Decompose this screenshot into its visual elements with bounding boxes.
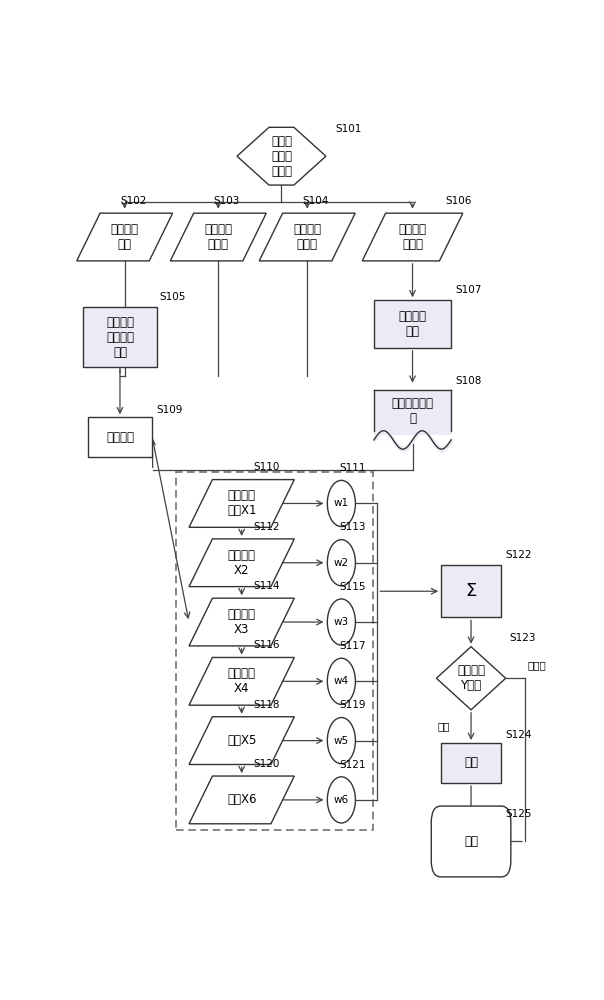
Text: w2: w2 bbox=[334, 558, 349, 568]
Text: S110: S110 bbox=[254, 462, 280, 472]
Polygon shape bbox=[189, 657, 294, 705]
Text: 大气场强
X3: 大气场强 X3 bbox=[228, 608, 255, 636]
Text: w4: w4 bbox=[334, 676, 349, 686]
Bar bbox=[88, 417, 152, 457]
Text: S102: S102 bbox=[120, 196, 146, 206]
Bar bbox=[83, 307, 157, 367]
Text: 降水X6: 降水X6 bbox=[227, 793, 257, 806]
Circle shape bbox=[327, 480, 355, 527]
Bar bbox=[441, 565, 501, 617]
Bar bbox=[374, 300, 451, 348]
Text: S118: S118 bbox=[254, 700, 280, 710]
Text: S115: S115 bbox=[339, 582, 365, 592]
Text: 雷达实况
基数据: 雷达实况 基数据 bbox=[399, 223, 426, 251]
Text: 不预警: 不预警 bbox=[527, 661, 546, 671]
Polygon shape bbox=[170, 213, 266, 261]
Text: 区域数据格点
化: 区域数据格点 化 bbox=[391, 397, 434, 425]
Text: 大气电场
仪数据: 大气电场 仪数据 bbox=[204, 223, 233, 251]
Text: S101: S101 bbox=[335, 124, 362, 134]
Text: S124: S124 bbox=[505, 730, 532, 740]
Text: S122: S122 bbox=[505, 550, 532, 560]
Polygon shape bbox=[189, 480, 294, 527]
Text: 雷达外推
算法: 雷达外推 算法 bbox=[399, 310, 426, 338]
Polygon shape bbox=[77, 213, 173, 261]
Text: S123: S123 bbox=[509, 633, 536, 643]
Circle shape bbox=[327, 540, 355, 586]
Text: S119: S119 bbox=[339, 700, 365, 710]
Text: S114: S114 bbox=[254, 581, 280, 591]
Bar bbox=[176, 472, 373, 830]
Text: 区域定位: 区域定位 bbox=[106, 431, 134, 444]
Text: S125: S125 bbox=[505, 809, 532, 819]
Text: Σ: Σ bbox=[465, 582, 477, 600]
Text: S120: S120 bbox=[254, 759, 280, 769]
Bar bbox=[374, 390, 451, 435]
Polygon shape bbox=[189, 598, 294, 646]
Text: w1: w1 bbox=[334, 498, 349, 508]
Polygon shape bbox=[237, 127, 326, 185]
Text: 自动站实
况数据: 自动站实 况数据 bbox=[293, 223, 321, 251]
Text: 预警: 预警 bbox=[437, 721, 450, 731]
FancyBboxPatch shape bbox=[431, 806, 511, 877]
Text: 闪电落点
X4: 闪电落点 X4 bbox=[228, 667, 255, 695]
Text: 风力X5: 风力X5 bbox=[227, 734, 256, 747]
Text: 智能分析
判断影响
区域: 智能分析 判断影响 区域 bbox=[106, 316, 134, 359]
Polygon shape bbox=[189, 776, 294, 824]
Text: 雷达回波
强度X1: 雷达回波 强度X1 bbox=[227, 489, 257, 517]
Polygon shape bbox=[437, 647, 506, 710]
Text: 闪电定位
数据: 闪电定位 数据 bbox=[111, 223, 139, 251]
Text: S103: S103 bbox=[214, 196, 240, 206]
Text: 季节时间
X2: 季节时间 X2 bbox=[228, 549, 255, 577]
Text: S108: S108 bbox=[455, 376, 482, 386]
Text: 结束: 结束 bbox=[464, 835, 478, 848]
Text: w3: w3 bbox=[334, 617, 349, 627]
Circle shape bbox=[327, 718, 355, 764]
Text: w5: w5 bbox=[334, 736, 349, 746]
Bar bbox=[441, 743, 501, 783]
Text: w6: w6 bbox=[334, 795, 349, 805]
Text: S109: S109 bbox=[156, 405, 183, 415]
Polygon shape bbox=[189, 717, 294, 764]
Text: S116: S116 bbox=[254, 640, 280, 650]
Text: S104: S104 bbox=[303, 196, 329, 206]
Circle shape bbox=[327, 777, 355, 823]
Polygon shape bbox=[362, 213, 463, 261]
Text: S107: S107 bbox=[455, 285, 482, 295]
Text: 预警: 预警 bbox=[464, 756, 478, 769]
Text: S105: S105 bbox=[159, 292, 186, 302]
Polygon shape bbox=[259, 213, 355, 261]
Text: 预警阈值
Y对比: 预警阈值 Y对比 bbox=[457, 664, 485, 692]
Text: S106: S106 bbox=[445, 196, 472, 206]
Text: S113: S113 bbox=[339, 522, 365, 532]
Text: S112: S112 bbox=[254, 522, 280, 532]
Text: S111: S111 bbox=[339, 463, 365, 473]
Text: S117: S117 bbox=[339, 641, 365, 651]
Circle shape bbox=[327, 658, 355, 704]
Text: 强对流
天气预
警分析: 强对流 天气预 警分析 bbox=[271, 135, 292, 178]
Polygon shape bbox=[189, 539, 294, 587]
Text: S121: S121 bbox=[339, 760, 365, 770]
Circle shape bbox=[327, 599, 355, 645]
